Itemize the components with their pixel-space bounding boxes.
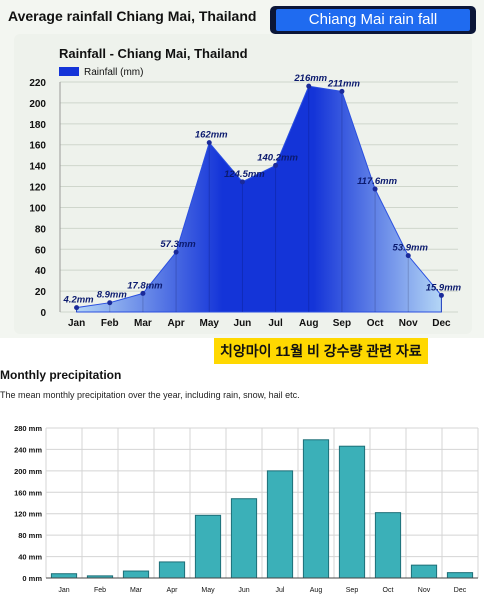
x-tick-label: Sep	[333, 318, 351, 329]
x-tick-label: Jul	[268, 318, 283, 329]
y-tick-label: 60	[35, 245, 47, 256]
title-badge: Chiang Mai rain fall	[270, 6, 476, 34]
precipitation-title: Monthly precipitation	[0, 368, 122, 382]
data-label: 4.2mm	[63, 295, 95, 306]
data-point	[306, 83, 312, 89]
data-point	[206, 140, 212, 146]
precipitation-bar-chart: 0 mm 40 mm 80 mm 120 mm 160 mm 200 mm 240 mm 28…	[14, 424, 479, 594]
x-tick-label: Feb	[101, 318, 119, 329]
y-tick-label: 80	[35, 224, 47, 235]
y-tick-label: 220	[29, 78, 46, 89]
area-chart-title: Rainfall - Chiang Mai, Thailand	[59, 46, 248, 61]
data-label: 124.5mm	[224, 169, 265, 180]
data-label: 117.6mm	[357, 176, 398, 187]
y-tick-label: 240 mm	[14, 445, 42, 454]
data-label: 216mm	[293, 73, 327, 84]
data-point	[372, 186, 378, 192]
data-label: 8.9mm	[97, 290, 128, 301]
data-label: 211mm	[327, 78, 361, 89]
y-tick-label: 40 mm	[18, 553, 42, 562]
y-tick-label: 180	[29, 120, 46, 131]
y-tick-label: 280 mm	[14, 424, 42, 433]
data-point	[339, 88, 345, 94]
bar	[338, 445, 366, 579]
bar	[302, 439, 330, 579]
page-title: Average rainfall Chiang Mai, Thailand	[8, 8, 257, 24]
data-point	[438, 292, 444, 298]
x-tick-label: Mar	[130, 587, 143, 594]
data-point	[405, 253, 411, 259]
x-tick-label: Jan	[68, 318, 85, 329]
data-label: 162mm	[195, 130, 228, 141]
data-point	[140, 290, 146, 296]
data-point	[173, 249, 179, 255]
bar	[374, 512, 402, 579]
legend-label: Rainfall (mm)	[84, 67, 143, 78]
data-label: 53.9mm	[393, 243, 429, 254]
y-tick-label: 120 mm	[14, 510, 42, 519]
bar	[194, 514, 222, 579]
data-label: 15.9mm	[426, 282, 462, 293]
rainfall-area-chart: Rainfall - Chiang Mai, Thailand Rainfall …	[29, 46, 462, 329]
x-tick-label: Jan	[58, 587, 69, 594]
data-label: 57.3mm	[160, 239, 196, 250]
x-tick-label: Nov	[399, 318, 418, 329]
y-tick-label: 160	[29, 141, 46, 152]
y-tick-label: 140	[29, 162, 46, 173]
x-tick-label: Apr	[167, 587, 179, 594]
y-tick-label: 120	[29, 183, 46, 194]
y-tick-label: 0 mm	[22, 574, 42, 583]
x-tick-label: Oct	[367, 318, 384, 329]
precipitation-description: The mean monthly precipitation over the …	[0, 390, 300, 400]
bar	[446, 572, 474, 579]
x-tick-label: Dec	[432, 318, 451, 329]
bar	[50, 573, 78, 579]
y-tick-label: 40	[35, 266, 47, 277]
x-tick-label: May	[201, 587, 215, 594]
data-point	[74, 305, 80, 311]
y-tick-label: 80 mm	[18, 531, 42, 540]
y-tick-label: 200	[29, 99, 46, 110]
y-tick-label: 100	[29, 203, 46, 214]
x-tick-label: Nov	[418, 587, 431, 594]
x-tick-label: May	[200, 318, 220, 329]
legend-swatch	[59, 67, 79, 76]
x-tick-label: Apr	[167, 318, 184, 329]
y-tick-label: 0	[40, 308, 46, 319]
x-tick-label: Dec	[454, 587, 467, 594]
x-tick-label: Jun	[238, 587, 249, 594]
data-point	[273, 162, 279, 168]
title-badge-label: Chiang Mai rain fall	[276, 9, 470, 31]
x-tick-label: Aug	[310, 587, 323, 594]
data-point	[107, 300, 113, 306]
korean-caption: 치앙마이 11월 비 강수량 관련 자료	[214, 338, 428, 364]
data-label: 140.2mm	[257, 152, 298, 163]
y-tick-label: 20	[35, 287, 47, 298]
y-tick-label: 160 mm	[14, 488, 42, 497]
data-point	[239, 179, 245, 185]
x-tick-label: Jul	[276, 587, 285, 594]
x-tick-label: Jun	[234, 318, 252, 329]
x-tick-label: Oct	[383, 587, 394, 594]
data-label: 17.8mm	[127, 280, 163, 291]
bar	[122, 570, 150, 579]
x-tick-label: Aug	[299, 318, 318, 329]
bar	[230, 498, 258, 579]
y-tick-label: 200 mm	[14, 467, 42, 476]
x-tick-label: Mar	[134, 318, 152, 329]
bar	[158, 561, 186, 579]
bar	[266, 470, 294, 579]
x-tick-label: Sep	[346, 587, 359, 594]
x-tick-label: Feb	[94, 587, 106, 594]
bar	[410, 564, 438, 579]
rainfall-area	[76, 85, 442, 313]
